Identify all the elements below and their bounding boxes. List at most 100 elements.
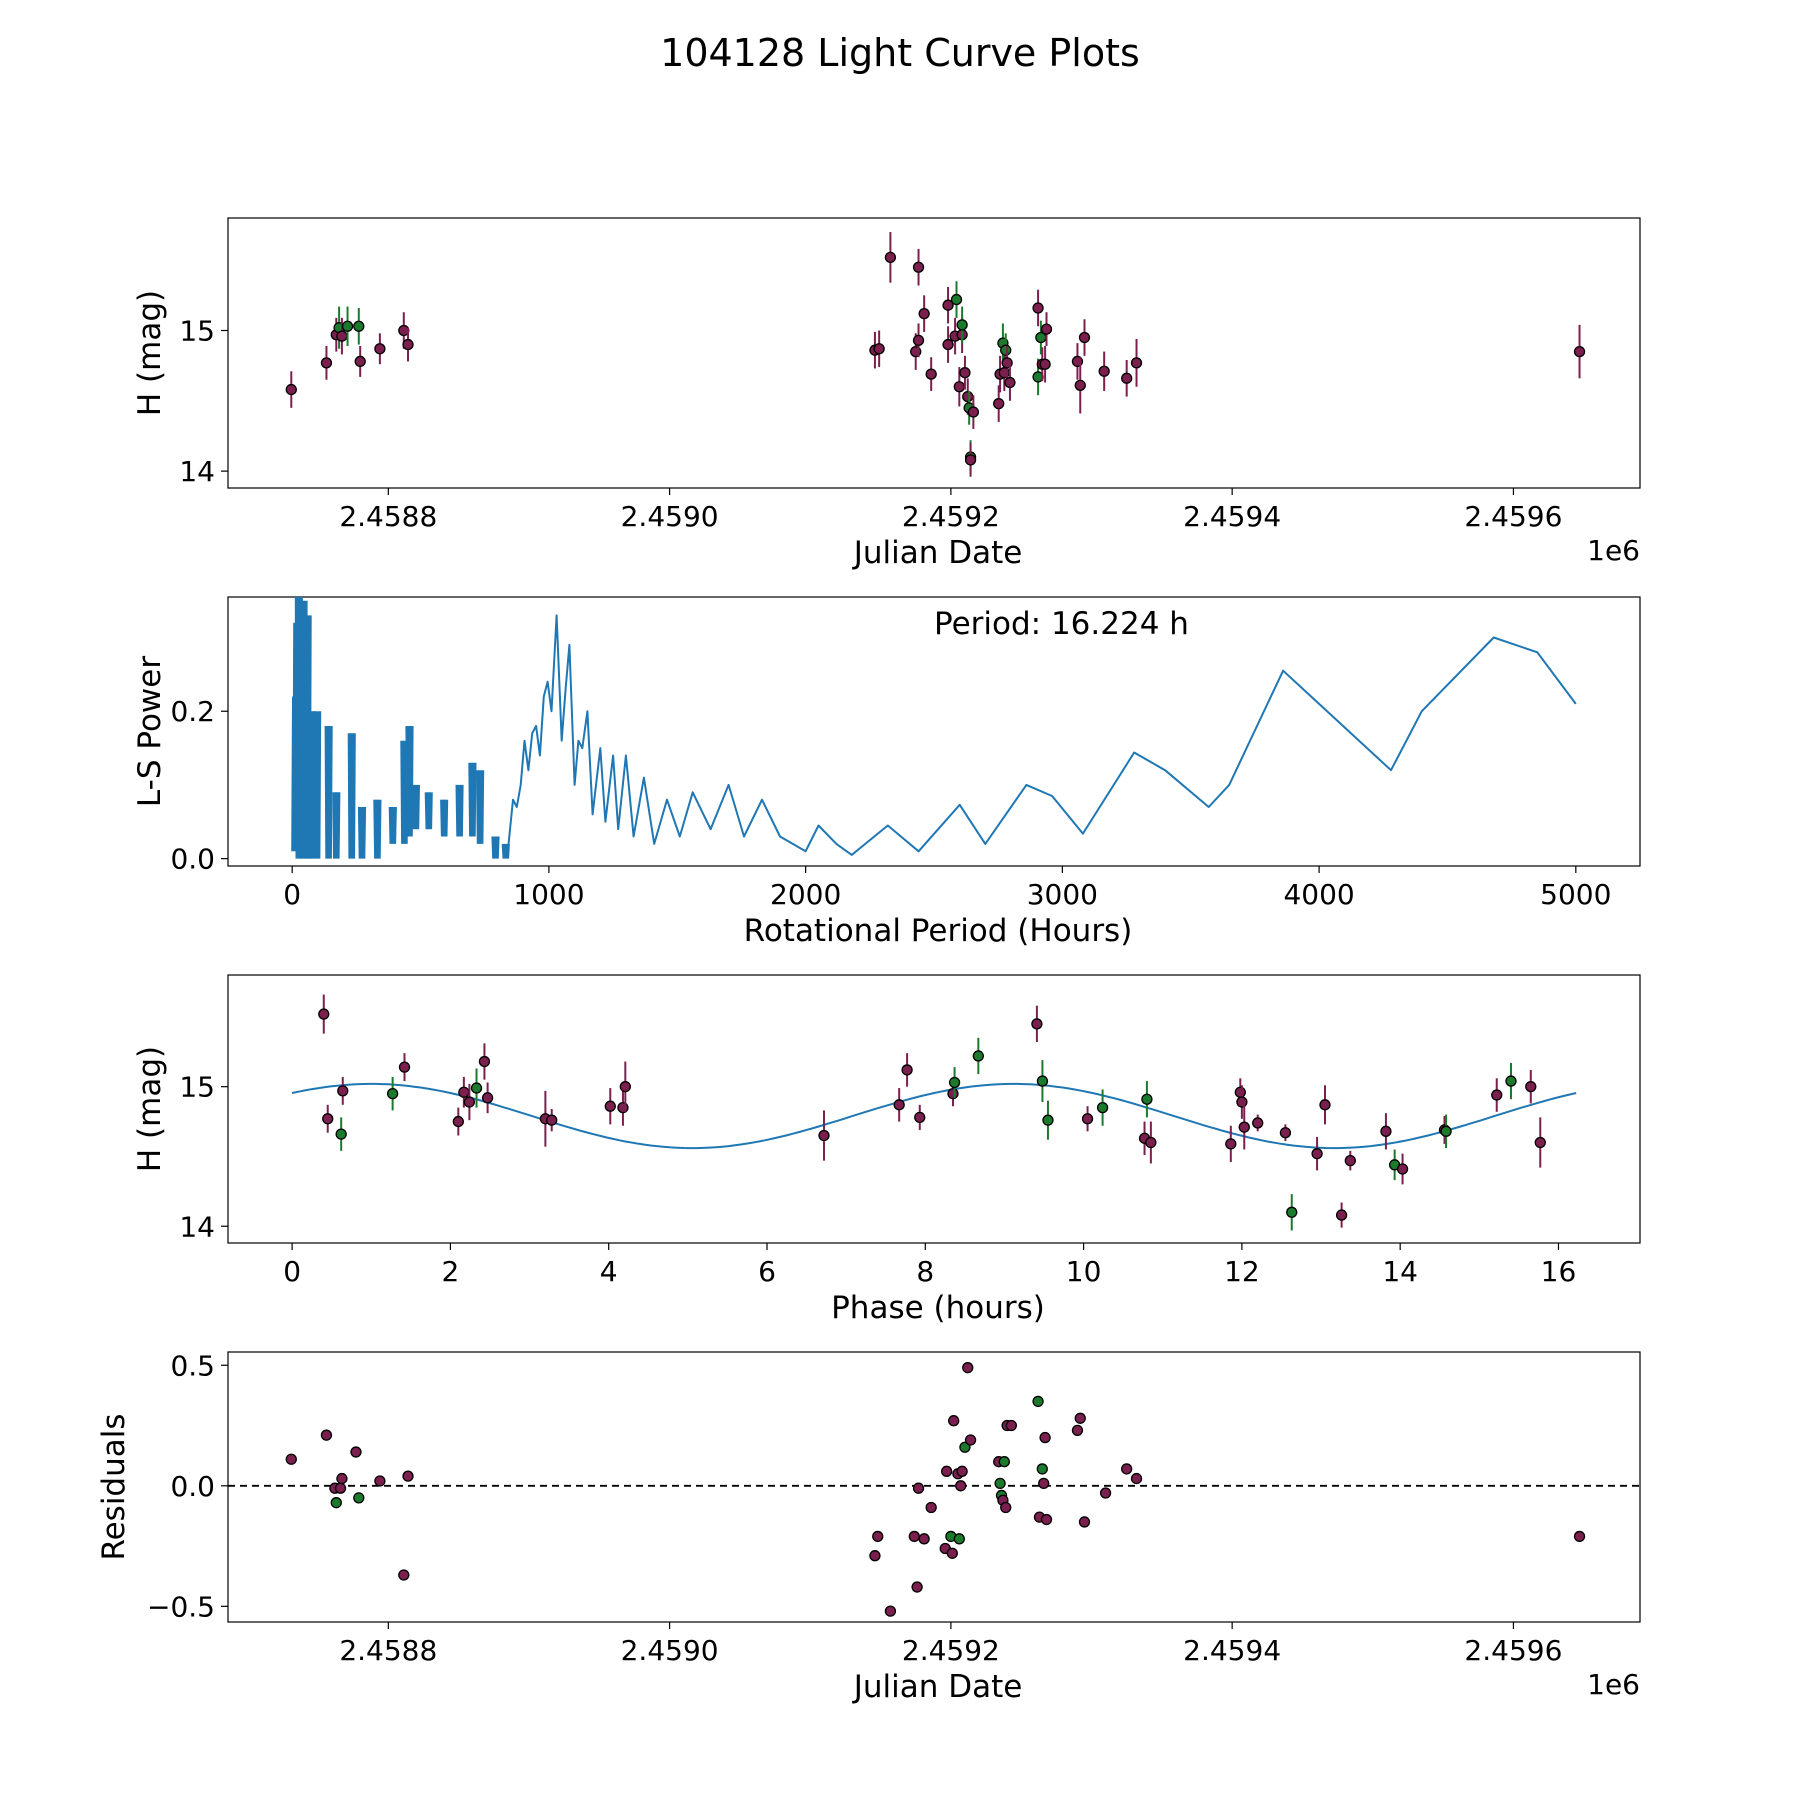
light-curve-data-point: [1098, 365, 1110, 377]
light-curve-ytick-label: 14: [179, 455, 215, 488]
phase-plot-panel: Phase (hours) H (mag) 0 2 4 6 8 10 12 14 16 14 15: [132, 974, 1641, 1326]
periodogram-curve: [506, 614, 1577, 856]
residuals-data-point: [350, 1446, 362, 1458]
residuals-data-point: [353, 1492, 365, 1504]
phase-model-curve: [291, 1082, 1577, 1150]
residuals-data-point: [884, 1605, 897, 1617]
periodogram-dense-segment: [501, 843, 510, 859]
residuals-data-point: [1573, 1530, 1586, 1543]
residuals-data-point: [948, 1415, 960, 1427]
light-curve-data-point: [918, 307, 930, 320]
periodogram-dense-segment: [468, 762, 477, 837]
residuals-data-point: [912, 1482, 925, 1494]
light-curve-data-point: [353, 320, 365, 332]
light-curve-data-point: [962, 390, 974, 403]
light-curve-data-point: [374, 343, 386, 355]
residuals-ytick-label: 0.0: [170, 1470, 215, 1503]
residuals-data-point: [872, 1530, 884, 1543]
phase-plot-data-point: [619, 1081, 631, 1093]
phase-plot-data-point: [335, 1128, 347, 1140]
residuals-data-point: [1099, 1487, 1112, 1499]
periodogram-dense-segment: [307, 711, 316, 859]
phase-plot-xtick-label: 2: [441, 1255, 459, 1288]
light-curve-xtick-label: 2.4594: [1183, 500, 1281, 533]
phase-plot-data-point: [1286, 1206, 1298, 1218]
phase-plot-data-point: [1319, 1099, 1331, 1111]
phase-plot-data-point: [1335, 1209, 1348, 1221]
phase-plot-data-point: [1380, 1125, 1392, 1137]
light-curve-data-point: [354, 355, 366, 368]
light-curve-xtick-label: 2.4588: [339, 500, 437, 533]
residuals-ylabel: Residuals: [96, 1413, 132, 1560]
phase-plot-data-point: [1096, 1101, 1109, 1114]
residuals-data-point: [374, 1475, 386, 1487]
figure-title: 104128 Light Curve Plots: [660, 31, 1140, 75]
periodogram-dense-segment: [313, 711, 322, 859]
periodogram-dense-segment: [388, 806, 397, 844]
residuals-data-point: [998, 1456, 1010, 1468]
residuals-ytick-label: −0.5: [147, 1590, 215, 1623]
phase-plot-data-point: [914, 1111, 926, 1124]
phase-plot-data-point: [1234, 1086, 1246, 1098]
residuals-xtick-label: 2.4596: [1464, 1634, 1562, 1667]
light-curve-data-point: [953, 381, 965, 393]
light-curve-data-point: [1004, 376, 1016, 389]
residuals-data-point: [1130, 1472, 1143, 1485]
phase-plot-data-point: [1141, 1093, 1153, 1105]
light-curve-data-point: [285, 383, 297, 396]
light-curve-data-point: [956, 319, 968, 331]
phase-plot-data-point: [1311, 1148, 1323, 1160]
phase-plot-data-point: [604, 1100, 616, 1112]
phase-plot-data-point: [458, 1086, 470, 1098]
residuals-data-point: [918, 1533, 930, 1545]
residuals-xtick-label: 2.4594: [1183, 1634, 1281, 1667]
light-curve-data-point: [912, 334, 925, 346]
residuals-data-point: [1032, 1395, 1044, 1408]
phase-plot-data-point: [481, 1092, 494, 1104]
residuals-data-point: [1005, 1419, 1018, 1432]
periodogram-panel: Rotational Period (Hours) L-S Power Peri…: [132, 596, 1641, 949]
periodogram-dense-segment: [411, 784, 420, 830]
phase-plot-xtick-label: 0: [283, 1255, 301, 1288]
light-curve-data-point: [1074, 379, 1086, 391]
phase-plot-xtick-label: 16: [1541, 1255, 1577, 1288]
light-curve-xlabel: Julian Date: [852, 535, 1023, 571]
phase-plot-xtick-label: 14: [1382, 1255, 1418, 1288]
residuals-data-point: [911, 1581, 923, 1593]
phase-plot-data-point: [463, 1096, 476, 1108]
residuals-data-point: [959, 1441, 971, 1453]
light-curve-plot-area: [285, 232, 1586, 477]
residuals-xtick-label: 2.4590: [621, 1634, 719, 1667]
phase-plot-axes-frame: [227, 974, 1641, 1244]
residuals-panel: Julian Date Residuals 1e6 2.4588 2.4590 2.…: [96, 1349, 1641, 1705]
periodogram-dense-segment: [324, 725, 333, 859]
periodogram-dense-segment: [332, 792, 341, 859]
phase-plot-xtick-label: 4: [600, 1255, 618, 1288]
residuals-data-point: [869, 1550, 881, 1562]
residuals-offset-text: 1e6: [1587, 1668, 1640, 1701]
light-curve-data-point: [1032, 302, 1044, 314]
phase-plot-xtick-label: 8: [916, 1255, 934, 1288]
periodogram-xtick-label: 1000: [513, 878, 584, 911]
periodogram-dense-segment: [405, 725, 414, 837]
light-curve-data-point: [964, 454, 977, 466]
light-curve-data-point: [873, 343, 885, 355]
residuals-xlabel: Julian Date: [852, 1669, 1023, 1705]
residuals-data-point: [402, 1470, 414, 1482]
periodogram-xtick-label: 3000: [1027, 878, 1098, 911]
phase-plot-data-point: [1505, 1075, 1517, 1087]
phase-plot-ytick-label: 14: [179, 1210, 215, 1243]
phase-plot-data-point: [947, 1087, 959, 1100]
periodogram-dense-segment: [476, 770, 485, 844]
residuals-data-point: [941, 1465, 953, 1477]
phase-plot-data-point: [1252, 1117, 1264, 1129]
phase-plot-xtick-label: 12: [1224, 1255, 1260, 1288]
light-curve-data-point: [959, 367, 971, 379]
residuals-plot-area: [228, 1362, 1640, 1617]
residuals-data-point: [285, 1453, 297, 1465]
periodogram-dense-segment: [373, 799, 382, 859]
phase-plot-data-point: [478, 1055, 491, 1068]
phase-plot-data-point: [1225, 1138, 1237, 1150]
light-curve-xtick-label: 2.4596: [1464, 500, 1562, 533]
